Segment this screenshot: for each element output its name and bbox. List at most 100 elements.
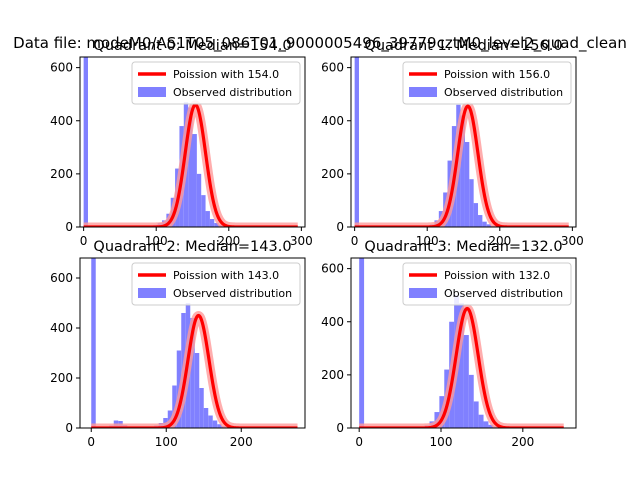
x-tick-label: 200 (488, 234, 511, 248)
y-tick-label: 600 (321, 61, 344, 75)
histogram-bar (464, 142, 470, 227)
histogram-bar (209, 219, 215, 227)
histogram-bar (196, 173, 202, 227)
y-tick-label: 200 (321, 167, 344, 181)
legend-bar-swatch (138, 288, 166, 298)
y-tick-label: 0 (336, 421, 344, 435)
chart-panel-3: 0 100 200 0 200 400 600 Quadrant 3: Median=132.… (321, 239, 577, 449)
y-tick-label: 0 (65, 220, 73, 234)
histogram-bar (190, 318, 195, 428)
histogram-bar (473, 203, 479, 227)
legend-box (131, 61, 301, 105)
x-tick-label: 200 (511, 435, 534, 449)
legend: Poission with 132.0 Observed distribution (402, 262, 572, 306)
histogram-bar (208, 415, 213, 428)
poisson-curve (353, 104, 570, 227)
legend-label: Poission with 156.0 (444, 68, 550, 81)
histogram-bar (478, 414, 484, 428)
histogram-bar (188, 107, 193, 227)
x-tick-label: 0 (87, 435, 95, 449)
y-tick-label: 200 (321, 368, 344, 382)
histogram-bar (203, 408, 209, 428)
x-tick-label: 300 (561, 234, 584, 248)
y-tick-label: 600 (321, 262, 344, 276)
legend: Poission with 154.0 Observed distribution (131, 61, 301, 105)
x-tick-label: 0 (355, 435, 363, 449)
x-tick-label: 0 (80, 234, 88, 248)
chart-panel-0: 0 100 200 300 0 200 400 600 Quadrant 0: Median=1… (50, 38, 313, 248)
x-tick-label: 100 (416, 234, 439, 248)
y-tick-label: 400 (321, 315, 344, 329)
legend-bar-swatch (409, 288, 437, 298)
x-tick-label: 300 (290, 234, 313, 248)
axes-frame (79, 257, 306, 429)
legend-bar-swatch (138, 87, 166, 97)
y-tick-label: 0 (336, 220, 344, 234)
axes-frame (79, 56, 306, 228)
legend-box (402, 61, 572, 105)
x-tick-label: 100 (430, 435, 453, 449)
poisson-curve (90, 313, 299, 428)
legend-bar-swatch (409, 87, 437, 97)
y-tick-label: 200 (50, 371, 73, 385)
histogram-bar (192, 134, 197, 227)
legend-label: Observed distribution (173, 287, 292, 300)
chart-title: Quadrant 0: Median=154.0 (93, 38, 291, 54)
chart-title: Quadrant 2: Median=143.0 (93, 239, 291, 255)
y-tick-label: 600 (50, 271, 73, 285)
histogram-bar (201, 195, 206, 227)
axes-frame (350, 257, 577, 429)
legend: Poission with 143.0 Observed distribution (131, 262, 301, 306)
legend-label: Observed distribution (444, 86, 563, 99)
histogram-bar (486, 224, 492, 227)
poisson-curve (82, 103, 299, 227)
plot-area (87, 258, 302, 428)
chart-title: Quadrant 1: Median=156.0 (364, 38, 562, 54)
histogram-bar (212, 420, 218, 428)
histogram-bar (460, 115, 465, 227)
histogram-bar (194, 353, 200, 428)
y-tick-label: 400 (321, 114, 344, 128)
y-tick-label: 400 (50, 321, 73, 335)
histogram-bar (214, 223, 219, 227)
x-tick-label: 100 (155, 435, 178, 449)
histogram-bar (217, 424, 222, 428)
legend-label: Observed distribution (173, 86, 292, 99)
histogram-bar (482, 221, 487, 227)
histogram-bar (91, 258, 96, 428)
histogram-bar (478, 215, 483, 227)
histogram-bar (172, 385, 177, 428)
histogram-bar (359, 258, 365, 428)
legend: Poission with 156.0 Observed distribution (402, 61, 572, 105)
histogram-bar (205, 211, 210, 227)
legend-label: Poission with 143.0 (173, 269, 279, 282)
histogram-bar (469, 179, 474, 227)
chart-panels: 0 100 200 300 0 200 400 600 Quadrant 0: Median=1… (50, 38, 584, 449)
y-tick-label: 200 (50, 167, 73, 181)
legend-box (402, 262, 572, 306)
histogram-bar (483, 421, 489, 428)
plot-area (351, 57, 573, 227)
y-tick-label: 600 (50, 61, 73, 75)
histogram-bar (468, 374, 474, 428)
legend-label: Poission with 132.0 (444, 269, 550, 282)
y-tick-label: 0 (65, 421, 73, 435)
histogram-bar (354, 57, 359, 227)
chart-panel-1: 0 100 200 300 0 200 400 600 Quadrant 1: Median=1… (321, 38, 584, 248)
legend-label: Poission with 154.0 (173, 68, 279, 81)
plot-area (80, 57, 302, 227)
axes-frame (350, 56, 577, 228)
x-tick-label: 200 (230, 435, 253, 449)
chart-title: Quadrant 3: Median=132.0 (364, 239, 562, 255)
x-tick-label: 200 (217, 234, 240, 248)
histogram-bar (83, 57, 88, 227)
histogram-bar (473, 401, 479, 428)
chart-panel-2: 0 100 200 0 200 400 600 Quadrant 2: Median=143.… (50, 239, 306, 449)
figure-suptitle: Data file: modeM0/AS1T05_086T01_90000054… (13, 34, 627, 53)
histogram-bar (488, 424, 494, 428)
x-tick-label: 100 (145, 234, 168, 248)
histogram-bar (459, 303, 464, 428)
x-tick-label: 0 (351, 234, 359, 248)
histogram-bar (199, 388, 204, 428)
